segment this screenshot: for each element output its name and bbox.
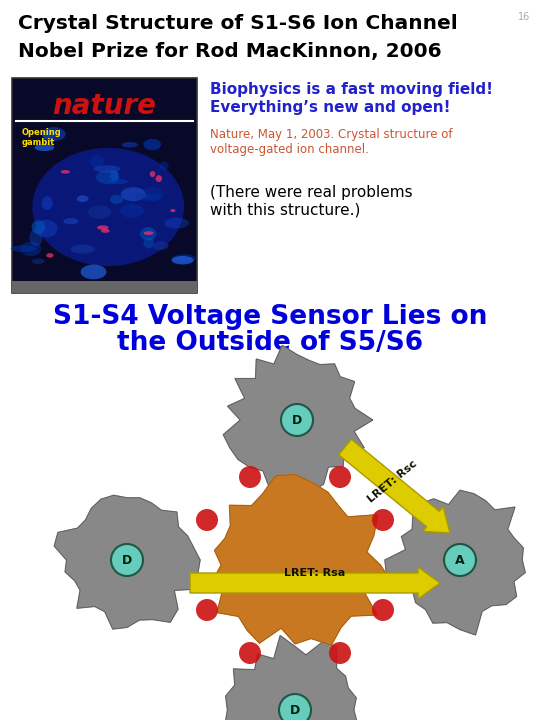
FancyArrow shape bbox=[339, 439, 450, 533]
Ellipse shape bbox=[239, 642, 261, 664]
Ellipse shape bbox=[71, 245, 94, 253]
Ellipse shape bbox=[60, 170, 70, 174]
Text: Nobel Prize for Rod MacKinnon, 2006: Nobel Prize for Rod MacKinnon, 2006 bbox=[18, 42, 442, 61]
Ellipse shape bbox=[63, 218, 79, 225]
Ellipse shape bbox=[138, 187, 164, 202]
Ellipse shape bbox=[329, 466, 351, 488]
Ellipse shape bbox=[172, 256, 193, 264]
Polygon shape bbox=[213, 474, 392, 645]
Ellipse shape bbox=[134, 193, 148, 199]
Text: D: D bbox=[292, 413, 302, 426]
Circle shape bbox=[444, 544, 476, 576]
Ellipse shape bbox=[372, 599, 394, 621]
Ellipse shape bbox=[88, 205, 111, 219]
Bar bbox=[12, 281, 197, 293]
Polygon shape bbox=[224, 346, 373, 494]
Ellipse shape bbox=[21, 241, 41, 256]
Ellipse shape bbox=[46, 253, 53, 258]
Circle shape bbox=[279, 694, 311, 720]
Ellipse shape bbox=[29, 229, 43, 246]
Ellipse shape bbox=[150, 171, 155, 177]
Ellipse shape bbox=[109, 179, 128, 184]
Ellipse shape bbox=[11, 246, 37, 252]
Polygon shape bbox=[54, 495, 200, 629]
Text: the Outside of S5/S6: the Outside of S5/S6 bbox=[117, 330, 423, 356]
Ellipse shape bbox=[35, 144, 55, 151]
Text: Nature, May 1, 2003. Crystal structure of
voltage-gated ion channel.: Nature, May 1, 2003. Crystal structure o… bbox=[210, 128, 453, 156]
Text: A: A bbox=[455, 554, 465, 567]
Ellipse shape bbox=[90, 155, 104, 168]
Ellipse shape bbox=[122, 142, 138, 148]
Circle shape bbox=[281, 404, 313, 436]
Ellipse shape bbox=[32, 148, 184, 266]
Ellipse shape bbox=[142, 194, 161, 201]
Ellipse shape bbox=[140, 227, 157, 240]
Ellipse shape bbox=[196, 509, 218, 531]
Ellipse shape bbox=[143, 238, 154, 248]
Text: Biophysics is a fast moving field!: Biophysics is a fast moving field! bbox=[210, 82, 493, 97]
Polygon shape bbox=[225, 636, 357, 720]
Ellipse shape bbox=[101, 229, 110, 233]
Circle shape bbox=[111, 544, 143, 576]
Ellipse shape bbox=[93, 166, 120, 172]
Text: LRET: Rsc: LRET: Rsc bbox=[366, 459, 419, 505]
Ellipse shape bbox=[32, 258, 44, 264]
Ellipse shape bbox=[110, 170, 119, 181]
Ellipse shape bbox=[97, 225, 109, 230]
FancyArrow shape bbox=[190, 567, 440, 599]
Ellipse shape bbox=[42, 196, 53, 210]
Bar bbox=[12, 78, 197, 293]
Ellipse shape bbox=[43, 129, 53, 143]
Ellipse shape bbox=[110, 194, 123, 204]
Ellipse shape bbox=[372, 509, 394, 531]
Ellipse shape bbox=[77, 195, 89, 202]
Ellipse shape bbox=[35, 220, 58, 238]
Ellipse shape bbox=[164, 217, 189, 228]
Ellipse shape bbox=[196, 599, 218, 621]
Ellipse shape bbox=[80, 264, 106, 279]
Ellipse shape bbox=[172, 254, 196, 262]
Ellipse shape bbox=[42, 127, 66, 141]
Ellipse shape bbox=[329, 642, 351, 664]
Text: Opening
gambit: Opening gambit bbox=[22, 128, 62, 148]
Text: (There were real problems
with this structure.): (There were real problems with this stru… bbox=[210, 185, 413, 217]
Ellipse shape bbox=[121, 187, 145, 202]
Text: Everything’s new and open!: Everything’s new and open! bbox=[210, 100, 450, 115]
Ellipse shape bbox=[96, 171, 119, 184]
Text: Crystal Structure of S1-S6 Ion Channel: Crystal Structure of S1-S6 Ion Channel bbox=[18, 14, 458, 33]
Text: nature: nature bbox=[52, 92, 157, 120]
Ellipse shape bbox=[170, 209, 176, 212]
Ellipse shape bbox=[31, 220, 45, 234]
Ellipse shape bbox=[239, 466, 261, 488]
Text: D: D bbox=[122, 554, 132, 567]
Ellipse shape bbox=[153, 241, 168, 250]
Polygon shape bbox=[385, 490, 525, 635]
Ellipse shape bbox=[120, 204, 144, 218]
Ellipse shape bbox=[160, 161, 169, 170]
Text: 16: 16 bbox=[518, 12, 530, 22]
Ellipse shape bbox=[156, 175, 162, 182]
Ellipse shape bbox=[144, 231, 153, 235]
Ellipse shape bbox=[144, 139, 161, 150]
Text: LRET: Rsa: LRET: Rsa bbox=[285, 568, 346, 578]
Text: S1-S4 Voltage Sensor Lies on: S1-S4 Voltage Sensor Lies on bbox=[53, 304, 487, 330]
Text: D: D bbox=[290, 703, 300, 716]
